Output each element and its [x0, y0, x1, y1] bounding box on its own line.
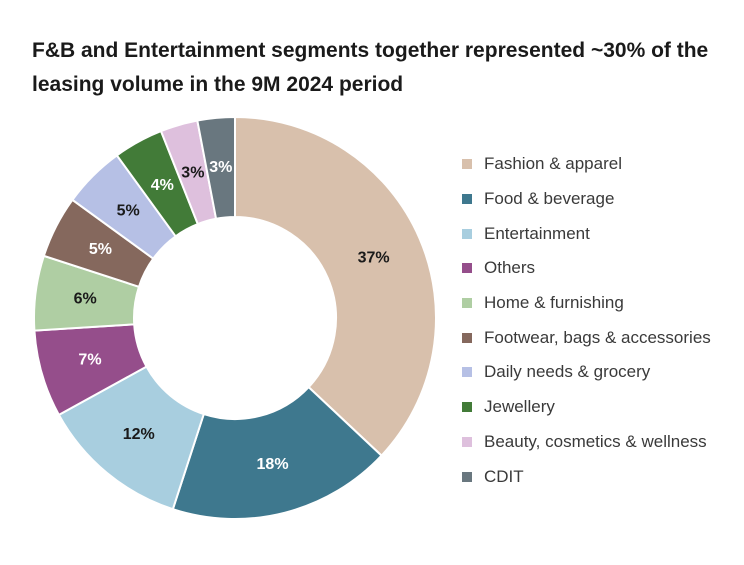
legend-item: Daily needs & grocery	[462, 355, 711, 390]
legend-item: Entertainment	[462, 216, 711, 251]
data-label-1: 18%	[257, 456, 289, 473]
legend-label: Fashion & apparel	[484, 154, 622, 174]
data-label-7: 4%	[151, 177, 174, 194]
slice-cdit	[196, 115, 236, 220]
data-label-9: 3%	[209, 159, 232, 176]
legend-label: Home & furnishing	[484, 293, 624, 313]
legend-label: Entertainment	[484, 223, 590, 243]
data-label-2: 12%	[123, 426, 155, 443]
legend-label: Daily needs & grocery	[484, 362, 651, 382]
legend-swatch	[462, 436, 472, 447]
legend-item: Home & furnishing	[462, 286, 711, 321]
slice-food-beverage	[171, 385, 383, 520]
legend-label: Beauty, cosmetics & wellness	[484, 431, 707, 451]
legend-swatch	[462, 298, 472, 309]
legend-swatch	[462, 367, 472, 378]
slice-fashion-apparel	[234, 115, 437, 458]
data-label-5: 5%	[89, 241, 112, 258]
legend-item: Beauty, cosmetics & wellness	[462, 425, 711, 460]
legend-swatch	[462, 263, 472, 274]
legend-swatch	[462, 159, 472, 170]
legend-label: Food & beverage	[484, 189, 615, 209]
legend-label: Footwear, bags & accessories	[484, 327, 711, 347]
legend-item: CDIT	[462, 459, 711, 494]
data-label-0: 37%	[358, 250, 390, 267]
legend-label: CDIT	[484, 466, 524, 486]
legend-item: Others	[462, 251, 711, 286]
legend-item: Jewellery	[462, 390, 711, 425]
data-label-8: 3%	[181, 164, 204, 181]
legend-item: Fashion & apparel	[462, 147, 711, 182]
legend-swatch	[462, 471, 472, 482]
data-label-6: 5%	[117, 203, 140, 220]
legend-item: Footwear, bags & accessories	[462, 320, 711, 355]
legend-swatch	[462, 332, 472, 343]
legend-swatch	[462, 194, 472, 205]
data-label-4: 6%	[74, 291, 97, 308]
legend-label: Jewellery	[484, 397, 555, 417]
legend-label: Others	[484, 258, 536, 278]
chart-title: F&B and Entertainment segments together …	[32, 39, 709, 96]
data-label-3: 7%	[78, 352, 101, 369]
legend-swatch	[462, 402, 472, 413]
legend-item: Food & beverage	[462, 182, 711, 217]
chart-legend: Fashion & apparel Food & beverage Entertai…	[462, 147, 711, 494]
legend-swatch	[462, 228, 472, 239]
